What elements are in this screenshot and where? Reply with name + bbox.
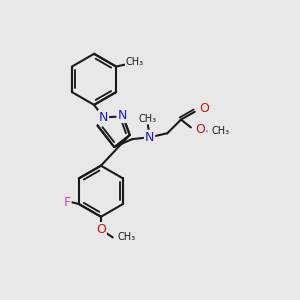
Text: CH₃: CH₃ bbox=[126, 57, 144, 67]
Text: O: O bbox=[200, 102, 209, 115]
Text: CH₃: CH₃ bbox=[212, 126, 230, 136]
Text: N: N bbox=[145, 131, 154, 144]
Text: N: N bbox=[99, 111, 108, 124]
Text: CH₃: CH₃ bbox=[139, 114, 157, 124]
Text: N: N bbox=[117, 109, 127, 122]
Text: O: O bbox=[96, 223, 106, 236]
Text: O: O bbox=[196, 123, 206, 136]
Text: F: F bbox=[64, 196, 70, 208]
Text: CH₃: CH₃ bbox=[118, 232, 136, 242]
